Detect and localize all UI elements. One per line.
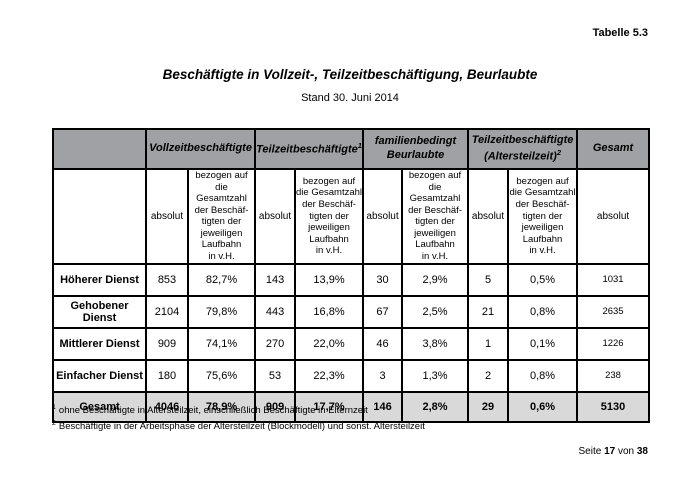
cell: 180 xyxy=(145,358,189,393)
cell: 2,9% xyxy=(401,262,470,297)
sub-header-ratio: bezogen auf die Gesamtzahl der Beschäf- … xyxy=(187,168,257,265)
document-subtitle: Stand 30. Juni 2014 xyxy=(301,92,399,104)
cell: 0,5% xyxy=(507,262,579,297)
row-label: Mittlerer Dienst xyxy=(52,326,147,361)
cell: 82,7% xyxy=(187,262,257,297)
cell: 22,0% xyxy=(294,326,365,361)
cell: 22,3% xyxy=(294,358,365,393)
cell: 2104 xyxy=(145,294,189,329)
footnote-1: 1 ohne Beschäftigte in Altersteilzeit, ei… xyxy=(52,404,425,416)
cell: 2635 xyxy=(576,294,651,329)
row-label: Höherer Dienst xyxy=(52,262,147,297)
cell: 79,8% xyxy=(187,294,257,329)
sub-header-absolut: absolut xyxy=(576,168,651,265)
row-label: Gehobener Dienst xyxy=(52,294,147,329)
cell: 75,6% xyxy=(187,358,257,393)
cell: 17,7% xyxy=(294,390,365,423)
footnote-1-text: ohne Beschäftigte in Altersteilzeit, ein… xyxy=(58,405,368,417)
cell: 443 xyxy=(254,294,297,329)
footnote-ref-2: 2 xyxy=(556,147,561,157)
page-number-footer: Seite 17 von 38 xyxy=(578,446,648,457)
footnote-2-text: Beschäftigte in der Arbeitsphase der Alt… xyxy=(58,421,425,433)
cell: 5130 xyxy=(576,390,651,423)
column-header-altersteilzeit: Teilzeitbeschäftigte (Altersteilzeit)2 xyxy=(467,128,579,170)
cell: 53 xyxy=(254,358,297,393)
cell: 853 xyxy=(145,262,189,297)
cell: 0,1% xyxy=(507,326,579,361)
cell: 2,5% xyxy=(401,294,470,329)
cell: 1 xyxy=(467,326,510,361)
cell: 1226 xyxy=(576,326,651,361)
column-header-vollzeit: Vollzeitbeschäftigte xyxy=(144,128,257,170)
column-header-teilzeit: Teilzeitbeschäftigte1 xyxy=(254,128,365,170)
cell: 909 xyxy=(145,326,189,361)
cell: 2,8% xyxy=(401,390,470,423)
cell: 0,8% xyxy=(507,358,579,393)
column-header-beurlaubte: familienbedingt Beurlaubte xyxy=(362,128,470,170)
footnote-1-marker: 1 xyxy=(52,404,56,411)
sub-header-absolut: absolut xyxy=(254,168,297,265)
cell: 0,6% xyxy=(507,390,579,423)
sub-header-row: absolut bezogen auf die Gesamtzahl der B… xyxy=(52,168,651,265)
cell: 30 xyxy=(362,262,404,297)
footnote-2-marker: 2 xyxy=(52,420,56,428)
table-row-hoeherer-dienst: Höherer Dienst 853 82,7% 143 13,9% 30 2,… xyxy=(52,262,651,297)
table-row-gesamt-total: Gesamt 4046 78,9% 909 17,7% 146 2,8% 29 … xyxy=(52,390,651,423)
table-row-gehobener-dienst: Gehobener Dienst 2104 79,8% 443 16,8% 67… xyxy=(52,294,651,329)
cell: 143 xyxy=(254,262,297,297)
cell: 270 xyxy=(254,326,297,361)
cell: 74,1% xyxy=(187,326,257,361)
sub-header-absolut: absolut xyxy=(467,168,510,265)
table-row-einfacher-dienst: Einfacher Dienst 180 75,6% 53 22,3% 3 1,… xyxy=(52,358,651,393)
employment-statistics-table: Vollzeitbeschäftigte Teilzeitbeschäftigt… xyxy=(52,128,651,423)
footer-page-number: 17 xyxy=(604,446,616,457)
cell: 909 xyxy=(254,390,297,423)
cell: 5 xyxy=(467,262,510,297)
table-row-mittlerer-dienst: Mittlerer Dienst 909 74,1% 270 22,0% 46 … xyxy=(52,326,651,361)
cell: 67 xyxy=(362,294,404,329)
cell: 0,8% xyxy=(507,294,579,329)
footnote-2: 2 Beschäftigte in der Arbeitsphase der Al… xyxy=(52,420,425,432)
cell: 238 xyxy=(576,358,651,393)
row-label: Gesamt xyxy=(52,390,147,423)
cell: 29 xyxy=(467,390,510,423)
cell: 1031 xyxy=(576,262,651,297)
cell: 146 xyxy=(362,390,404,423)
cell: 46 xyxy=(362,326,404,361)
cell: 13,9% xyxy=(294,262,365,297)
statistics-table-wrapper: Vollzeitbeschäftigte Teilzeitbeschäftigt… xyxy=(52,128,651,423)
sub-header-ratio: bezogen auf die Gesamtzahl der Beschäf- … xyxy=(401,168,470,265)
cell: 78,9% xyxy=(187,390,257,423)
cell: 3 xyxy=(362,358,404,393)
footer-word-page: Seite xyxy=(578,446,602,457)
footnotes: 1 ohne Beschäftigte in Altersteilzeit, ei… xyxy=(52,404,425,436)
cell: 16,8% xyxy=(294,294,365,329)
corner-header-cell xyxy=(52,128,147,170)
sub-header-blank-cell xyxy=(52,168,147,265)
document-title: Beschäftigte in Vollzeit-, Teilzeitbesch… xyxy=(162,67,538,82)
sub-header-ratio: bezogen auf die Gesamtzahl der Beschäf- … xyxy=(294,168,365,265)
table-number-label: Tabelle 5.3 xyxy=(592,27,648,39)
cell: 4046 xyxy=(145,390,189,423)
row-label: Einfacher Dienst xyxy=(52,358,147,393)
sub-header-ratio: bezogen auf die Gesamtzahl der Beschäf- … xyxy=(507,168,579,265)
sub-header-absolut: absolut xyxy=(362,168,404,265)
footer-total-pages: 38 xyxy=(636,446,648,457)
cell: 2 xyxy=(467,358,510,393)
cell: 21 xyxy=(467,294,510,329)
cell: 1,3% xyxy=(401,358,470,393)
column-header-gesamt: Gesamt xyxy=(576,128,651,170)
sub-header-absolut: absolut xyxy=(145,168,189,265)
column-group-header-row: Vollzeitbeschäftigte Teilzeitbeschäftigt… xyxy=(52,128,651,170)
cell: 3,8% xyxy=(401,326,470,361)
footnote-ref-1: 1 xyxy=(357,140,362,150)
footer-word-of: von xyxy=(617,446,635,457)
